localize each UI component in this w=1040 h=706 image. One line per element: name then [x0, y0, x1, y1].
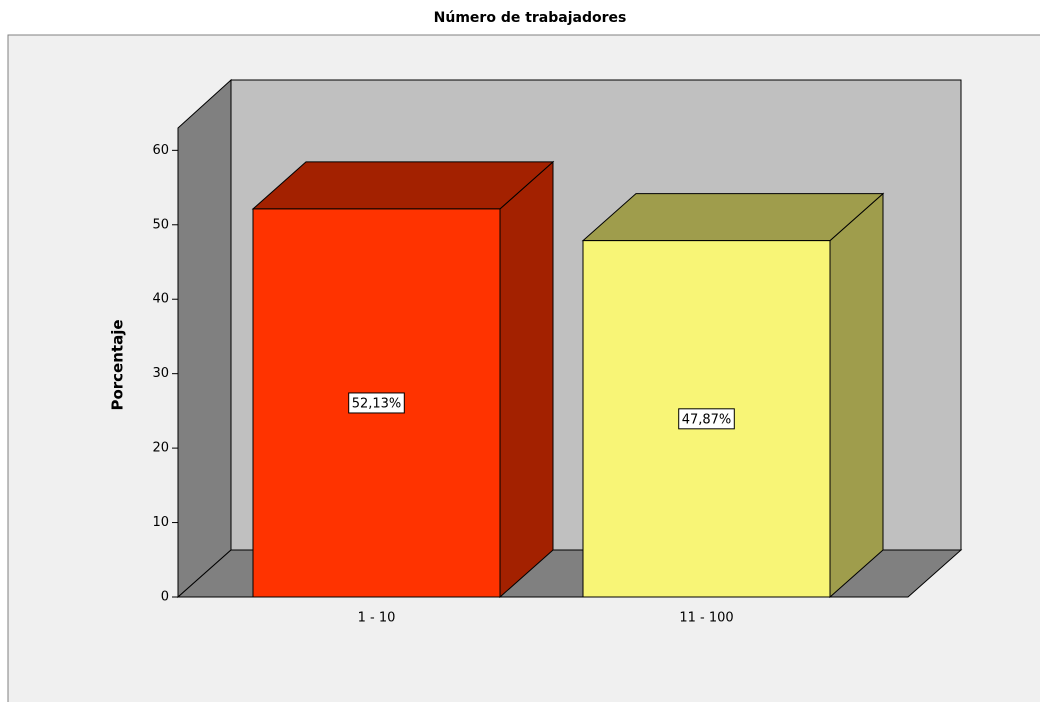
y-tick-label: 20	[152, 441, 169, 456]
data-label-box	[678, 408, 735, 430]
y-tick-label: 50	[152, 217, 169, 232]
data-label-box	[348, 392, 405, 414]
bar-side	[829, 192, 884, 599]
chart-title: Número de trabajadores	[434, 10, 627, 26]
left-wall	[177, 78, 232, 599]
bar-top	[581, 193, 885, 242]
y-tick-label: 60	[152, 143, 169, 158]
y-tick-label: 0	[161, 590, 169, 605]
y-tick-label: 40	[152, 292, 169, 307]
y-tick-label: 30	[152, 366, 169, 381]
data-label: 52,13%	[352, 396, 402, 411]
x-tick-label: 1 - 10	[358, 611, 396, 626]
y-tick-label: 10	[152, 515, 169, 530]
data-label: 47,87%	[682, 412, 732, 427]
bar-side	[499, 160, 554, 599]
y-axis-label: Porcentaje	[109, 319, 127, 410]
x-tick-label: 11 - 100	[679, 611, 733, 626]
bar-top	[251, 161, 555, 210]
